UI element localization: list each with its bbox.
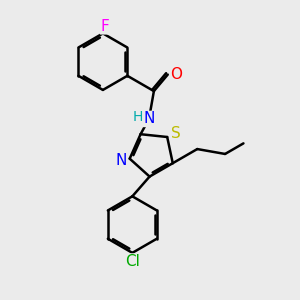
Text: Cl: Cl <box>125 254 140 269</box>
Text: N: N <box>143 111 155 126</box>
Text: H: H <box>133 110 143 124</box>
Text: N: N <box>116 153 127 168</box>
Text: S: S <box>171 126 181 141</box>
Text: F: F <box>100 19 109 34</box>
Text: O: O <box>170 67 182 82</box>
